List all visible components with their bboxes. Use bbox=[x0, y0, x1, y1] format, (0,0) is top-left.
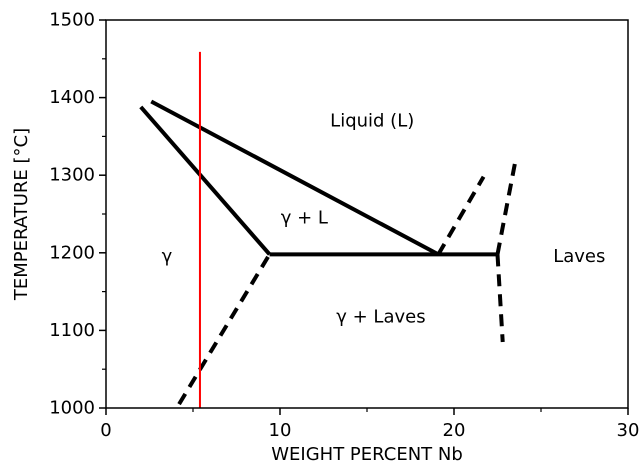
phase-boundary-dashed-4 bbox=[436, 175, 486, 256]
y-tick-label: 1100 bbox=[49, 320, 95, 341]
region-label-1: γ + L bbox=[281, 207, 328, 228]
x-axis-label: WEIGHT PERCENT Nb bbox=[271, 444, 463, 465]
x-tick-label: 20 bbox=[443, 420, 466, 441]
plot-frame bbox=[105, 19, 629, 409]
y-tick-label: 1500 bbox=[49, 10, 95, 31]
axis-ticks: 0 10 20 30 1000 1100 1200 1300 1400 1500 bbox=[49, 10, 639, 442]
region-label-3: Laves bbox=[553, 246, 605, 267]
region-label-2: γ bbox=[162, 246, 173, 267]
phase-boundary-dashed-3 bbox=[177, 253, 272, 406]
x-tick-label: 0 bbox=[100, 420, 111, 441]
phase-boundary-solid-1 bbox=[139, 105, 272, 256]
y-tick-label: 1400 bbox=[49, 87, 95, 108]
phase-boundary-dashed-6 bbox=[495, 254, 505, 343]
x-tick-label: 30 bbox=[617, 420, 640, 441]
region-label-0: Liquid (L) bbox=[330, 110, 414, 131]
y-axis-label: TEMPERATURE [°C] bbox=[11, 128, 32, 301]
x-tick-label: 10 bbox=[269, 420, 292, 441]
phase-boundary-dashed-5 bbox=[495, 163, 517, 255]
chart-marks: Liquid (L) γ + L γ Laves γ + Laves bbox=[139, 51, 605, 408]
y-tick-label: 1000 bbox=[49, 398, 95, 419]
y-tick-label: 1200 bbox=[49, 242, 95, 263]
region-label-4: γ + Laves bbox=[336, 307, 425, 328]
y-tick-label: 1300 bbox=[49, 165, 95, 186]
